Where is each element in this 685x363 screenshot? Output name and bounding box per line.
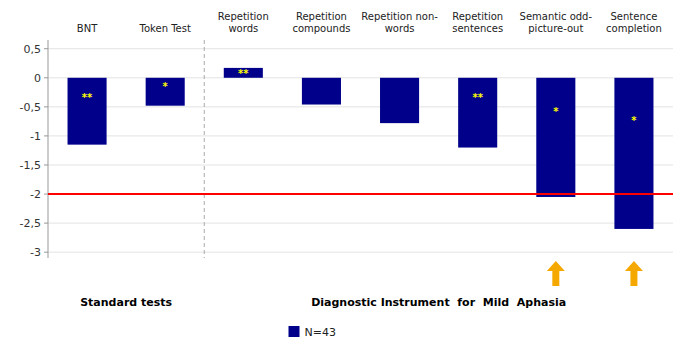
tick-mark	[44, 77, 48, 78]
bar	[614, 78, 653, 229]
group-divider	[204, 40, 205, 258]
tick-mark	[44, 194, 48, 195]
grid	[44, 49, 673, 252]
tick-label: -0,5	[20, 101, 41, 114]
significance-label: *	[631, 115, 637, 126]
bar	[146, 78, 185, 106]
grid-line	[48, 194, 673, 195]
significance-label: **	[238, 68, 249, 79]
tick-label: -1	[30, 130, 41, 143]
group-label: Diagnostic Instrument for Mild Aphasia	[311, 296, 566, 309]
legend: N=43	[289, 326, 336, 339]
legend-label: N=43	[305, 326, 336, 339]
tick-mark	[44, 106, 48, 107]
bar	[536, 78, 575, 197]
bars	[68, 68, 654, 229]
tick-label: 0,5	[24, 43, 42, 56]
tick-label: -3	[30, 246, 41, 259]
tick-label: 0	[34, 72, 41, 85]
category-label: Token Test	[139, 23, 191, 34]
significance-label: *	[163, 81, 169, 92]
tick-mark	[44, 164, 48, 165]
tick-label: -2,5	[20, 217, 41, 230]
significance-label: **	[472, 92, 483, 103]
bar	[68, 78, 107, 145]
tick-mark	[44, 135, 48, 136]
bar	[458, 78, 497, 148]
tick-mark	[44, 48, 48, 49]
grid-line	[48, 252, 673, 253]
grid-line	[48, 48, 673, 49]
grid-line	[48, 164, 673, 165]
category-label: Repetitioncompounds	[292, 11, 350, 34]
significance-label: *	[553, 106, 559, 117]
grid-line	[48, 223, 673, 224]
category-label: Repetition non-words	[361, 11, 438, 34]
category-label: Repetitionsentences	[452, 11, 503, 34]
category-label: Repetitionwords	[218, 11, 269, 34]
category-label: Semantic odd-picture-out	[520, 11, 593, 34]
chart: 0,50-0,5-1-1,5-2-2,5-3*********BNTToken …	[0, 0, 685, 363]
reference-line	[48, 193, 673, 195]
tick-mark	[44, 223, 48, 224]
grid-line	[48, 106, 673, 107]
y-axis	[48, 40, 49, 258]
arrow	[625, 261, 643, 286]
legend-swatch	[289, 326, 300, 337]
bar	[380, 78, 419, 123]
tick-mark	[44, 252, 48, 253]
significance-label: **	[82, 92, 93, 103]
grid-line	[48, 77, 673, 78]
category-label: BNT	[77, 23, 98, 34]
bar	[302, 78, 341, 105]
category-label: Sentencecompletion	[606, 11, 662, 34]
tick-label: -1,5	[20, 159, 41, 172]
tick-label: -2	[30, 188, 41, 201]
arrow	[547, 261, 565, 286]
grid-line	[48, 135, 673, 136]
group-label: Standard tests	[80, 296, 172, 309]
